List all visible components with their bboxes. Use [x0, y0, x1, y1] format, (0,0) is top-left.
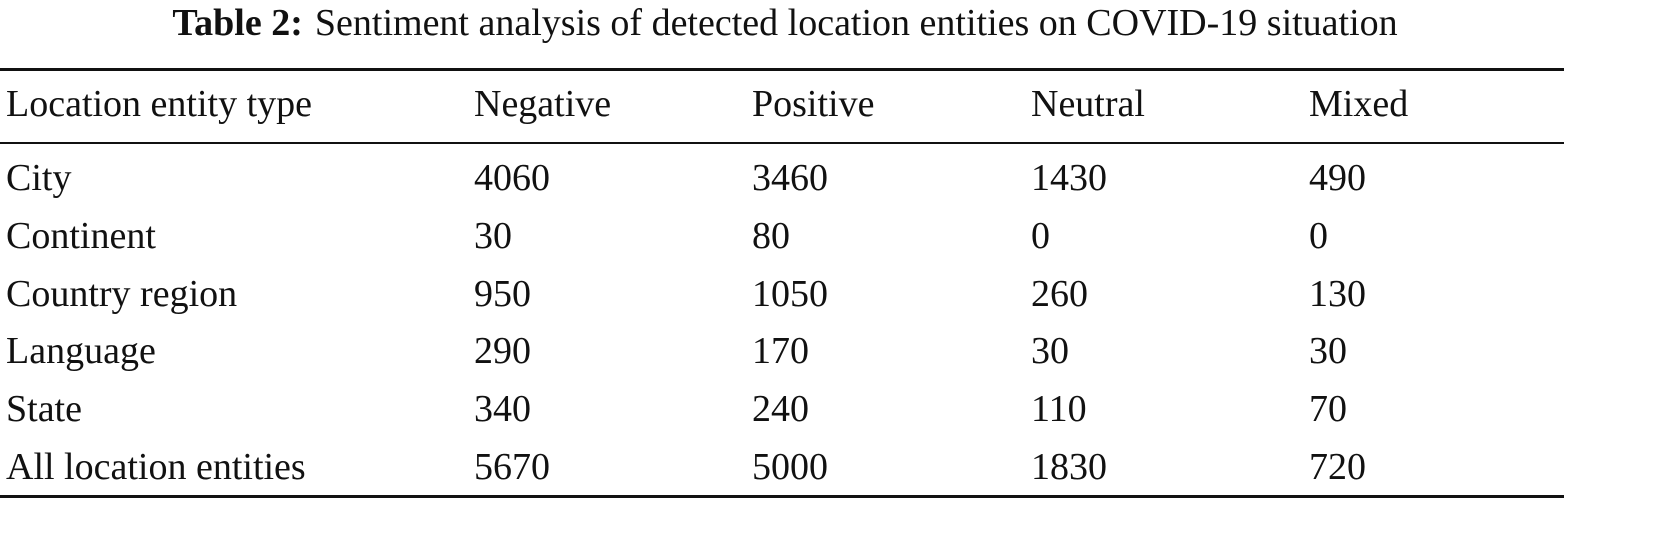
- caption-text: Sentiment analysis of detected location …: [314, 2, 1398, 44]
- header-rule: [0, 142, 1564, 144]
- header-cell: Mixed: [1309, 83, 1409, 125]
- table-cell: 30: [1309, 330, 1347, 372]
- table-cell: 30: [1031, 330, 1069, 372]
- table-cell: 170: [752, 330, 809, 372]
- table-cell: 0: [1031, 215, 1050, 257]
- table-cell: 950: [474, 273, 531, 315]
- table-cell: 720: [1309, 446, 1366, 488]
- header-cell: Negative: [474, 83, 612, 125]
- table-caption: Table 2: Sentiment analysis of detected l…: [0, 0, 1570, 46]
- bottom-rule: [0, 495, 1564, 498]
- row-label: Language: [6, 330, 156, 372]
- table-cell: 80: [752, 215, 790, 257]
- table-cell: 130: [1309, 273, 1366, 315]
- table-cell: 1050: [752, 273, 828, 315]
- table-cell: 340: [474, 388, 531, 430]
- table-cell: 110: [1031, 388, 1087, 430]
- row-label: State: [6, 388, 82, 430]
- table-cell: 70: [1309, 388, 1347, 430]
- row-label: Country region: [6, 273, 238, 315]
- table-cell: 1430: [1031, 157, 1107, 199]
- row-label: Continent: [6, 215, 156, 257]
- table-cell: 0: [1309, 215, 1328, 257]
- table-cell: 490: [1309, 157, 1366, 199]
- table-cell: 3460: [752, 157, 828, 199]
- table-cell: 1830: [1031, 446, 1107, 488]
- table-cell: 240: [752, 388, 809, 430]
- row-label: City: [6, 157, 72, 199]
- table-cell: 5670: [474, 446, 550, 488]
- caption-label: Table 2:: [172, 2, 303, 44]
- top-rule: [0, 68, 1564, 71]
- table-cell: 290: [474, 330, 531, 372]
- table-cell: 4060: [474, 157, 550, 199]
- header-cell: Positive: [752, 83, 875, 125]
- header-cell: Location entity type: [6, 83, 313, 125]
- table-cell: 260: [1031, 273, 1088, 315]
- row-label: All location entities: [6, 446, 306, 488]
- header-cell: Neutral: [1031, 83, 1145, 125]
- table-cell: 5000: [752, 446, 828, 488]
- table-cell: 30: [474, 215, 512, 257]
